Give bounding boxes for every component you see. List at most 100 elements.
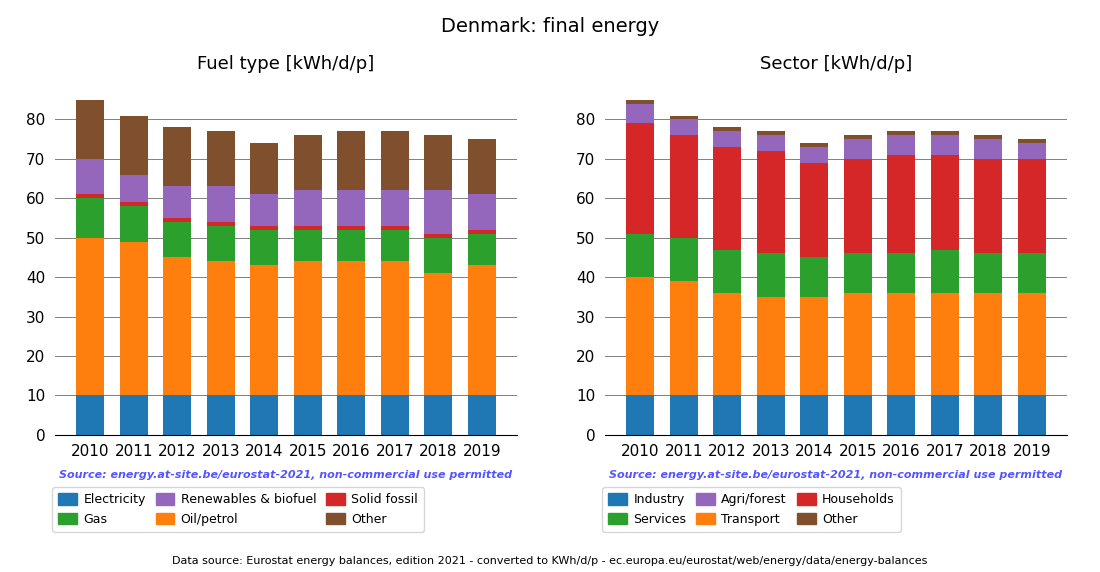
Bar bbox=[670, 395, 697, 435]
Bar bbox=[670, 281, 697, 395]
Bar bbox=[757, 253, 785, 297]
Bar bbox=[1018, 293, 1046, 395]
Bar bbox=[670, 116, 697, 120]
Bar bbox=[626, 277, 654, 395]
Bar bbox=[425, 395, 452, 435]
Bar bbox=[163, 222, 191, 257]
Bar bbox=[1018, 139, 1046, 143]
Bar bbox=[337, 226, 365, 230]
Bar bbox=[250, 143, 278, 194]
Bar bbox=[757, 151, 785, 253]
Text: Source: energy.at-site.be/eurostat-2021, non-commercial use permitted: Source: energy.at-site.be/eurostat-2021,… bbox=[609, 470, 1063, 480]
Bar bbox=[887, 253, 915, 293]
Bar bbox=[294, 230, 322, 261]
Bar bbox=[381, 132, 409, 190]
Bar bbox=[337, 395, 365, 435]
Bar bbox=[757, 297, 785, 395]
Bar bbox=[887, 135, 915, 155]
Bar bbox=[975, 135, 1002, 139]
Bar bbox=[975, 395, 1002, 435]
Bar bbox=[76, 238, 104, 395]
Bar bbox=[76, 194, 104, 198]
Bar bbox=[1018, 159, 1046, 253]
Bar bbox=[294, 226, 322, 230]
Bar bbox=[425, 273, 452, 395]
Bar bbox=[670, 238, 697, 281]
Bar bbox=[626, 100, 654, 104]
Bar bbox=[713, 147, 741, 249]
Bar bbox=[76, 395, 104, 435]
Bar bbox=[468, 395, 496, 435]
Bar bbox=[800, 395, 828, 435]
Bar bbox=[120, 395, 147, 435]
Bar bbox=[670, 135, 697, 238]
Title: Sector [kWh/d/p]: Sector [kWh/d/p] bbox=[760, 55, 912, 73]
Bar bbox=[337, 132, 365, 190]
Bar bbox=[120, 202, 147, 206]
Text: Data source: Eurostat energy balances, edition 2021 - converted to KWh/d/p - ec.: Data source: Eurostat energy balances, e… bbox=[173, 557, 927, 566]
Bar bbox=[163, 218, 191, 222]
Bar bbox=[250, 230, 278, 265]
Legend: Electricity, Gas, Renewables & biofuel, Oil/petrol, Solid fossil, Other: Electricity, Gas, Renewables & biofuel, … bbox=[52, 487, 425, 532]
Bar bbox=[163, 257, 191, 395]
Bar bbox=[76, 100, 104, 159]
Bar bbox=[468, 194, 496, 230]
Bar bbox=[844, 139, 872, 159]
Bar bbox=[713, 132, 741, 147]
Bar bbox=[975, 293, 1002, 395]
Bar bbox=[757, 395, 785, 435]
Bar bbox=[844, 293, 872, 395]
Bar bbox=[887, 132, 915, 135]
Bar bbox=[207, 132, 235, 186]
Bar bbox=[120, 241, 147, 395]
Bar bbox=[207, 186, 235, 222]
Bar bbox=[425, 190, 452, 234]
Bar bbox=[931, 395, 959, 435]
Bar bbox=[337, 230, 365, 261]
Bar bbox=[1018, 253, 1046, 293]
Bar bbox=[757, 132, 785, 135]
Bar bbox=[887, 395, 915, 435]
Bar bbox=[468, 230, 496, 234]
Bar bbox=[800, 147, 828, 163]
Bar bbox=[975, 159, 1002, 253]
Bar bbox=[626, 124, 654, 234]
Bar bbox=[207, 395, 235, 435]
Bar bbox=[713, 395, 741, 435]
Bar bbox=[800, 143, 828, 147]
Bar bbox=[713, 249, 741, 293]
Bar bbox=[294, 261, 322, 395]
Bar bbox=[887, 293, 915, 395]
Bar bbox=[425, 234, 452, 238]
Bar bbox=[250, 395, 278, 435]
Bar bbox=[425, 135, 452, 190]
Bar bbox=[713, 128, 741, 132]
Text: Source: energy.at-site.be/eurostat-2021, non-commercial use permitted: Source: energy.at-site.be/eurostat-2021,… bbox=[59, 470, 513, 480]
Bar bbox=[1018, 395, 1046, 435]
Bar bbox=[626, 395, 654, 435]
Bar bbox=[975, 253, 1002, 293]
Bar bbox=[120, 116, 147, 174]
Bar bbox=[250, 226, 278, 230]
Bar bbox=[931, 249, 959, 293]
Bar bbox=[120, 206, 147, 241]
Bar bbox=[844, 135, 872, 139]
Bar bbox=[294, 135, 322, 190]
Bar bbox=[207, 222, 235, 226]
Bar bbox=[468, 139, 496, 194]
Bar bbox=[931, 135, 959, 155]
Text: Denmark: final energy: Denmark: final energy bbox=[441, 17, 659, 36]
Bar bbox=[887, 155, 915, 253]
Bar bbox=[844, 253, 872, 293]
Bar bbox=[931, 293, 959, 395]
Bar bbox=[381, 226, 409, 230]
Bar bbox=[844, 395, 872, 435]
Bar bbox=[337, 261, 365, 395]
Bar bbox=[626, 104, 654, 124]
Bar bbox=[381, 230, 409, 261]
Bar bbox=[76, 159, 104, 194]
Bar bbox=[337, 190, 365, 226]
Bar bbox=[670, 120, 697, 135]
Bar bbox=[1018, 143, 1046, 159]
Bar bbox=[120, 174, 147, 202]
